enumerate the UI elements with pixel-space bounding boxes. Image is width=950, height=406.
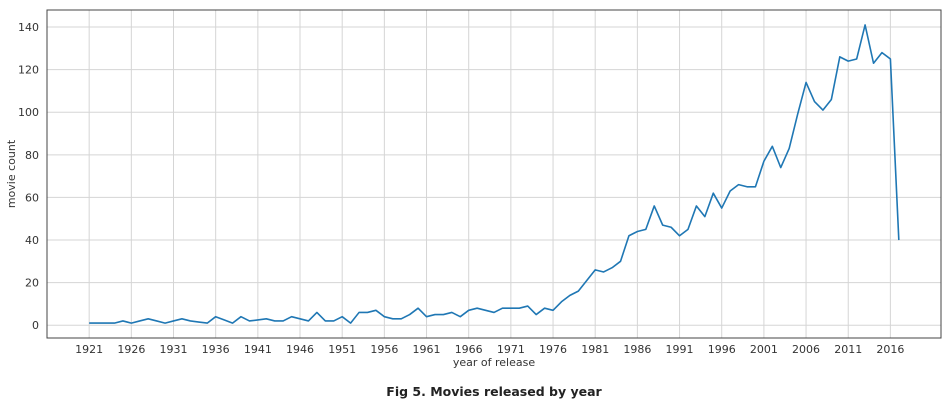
x-tick-label: 2001 [750,343,778,356]
grid [47,10,941,338]
y-tick-label: 0 [32,319,39,332]
x-tick-label: 1986 [623,343,651,356]
x-tick-label: 1961 [413,343,441,356]
x-axis-ticks: 1921 1926 1931 1936 1941 1946 1951 1956 1961 1966… [75,343,904,356]
y-axis-label: movie count [5,139,18,208]
y-tick-label: 40 [25,234,39,247]
x-tick-label: 2006 [792,343,820,356]
x-tick-label: 1936 [202,343,230,356]
x-tick-label: 1921 [75,343,103,356]
y-tick-label: 60 [25,191,39,204]
x-tick-label: 1926 [117,343,145,356]
y-tick-label: 100 [18,106,39,119]
x-axis-label: year of release [453,356,535,369]
y-axis-ticks: 0 20 40 60 80 100 120 140 [18,21,39,332]
y-tick-label: 120 [18,64,39,77]
plot-frame [46,9,942,339]
x-tick-label: 1966 [455,343,483,356]
series-line-group [89,24,900,324]
y-tick-label: 80 [25,149,39,162]
x-tick-label: 1981 [581,343,609,356]
x-tick-label: 1996 [708,343,736,356]
x-tick-label: 1956 [370,343,398,356]
x-tick-label: 1931 [160,343,188,356]
y-tick-label: 140 [18,21,39,34]
x-tick-label: 1971 [497,343,525,356]
figure-caption: Fig 5. Movies released by year [386,384,602,399]
x-tick-label: 1941 [244,343,272,356]
x-tick-label: 1951 [328,343,356,356]
x-tick-label: 2011 [834,343,862,356]
series-line [89,24,900,324]
x-tick-label: 1946 [286,343,314,356]
x-tick-label: 2016 [876,343,904,356]
x-tick-label: 1976 [539,343,567,356]
x-tick-label: 1991 [666,343,694,356]
y-tick-label: 20 [25,277,39,290]
